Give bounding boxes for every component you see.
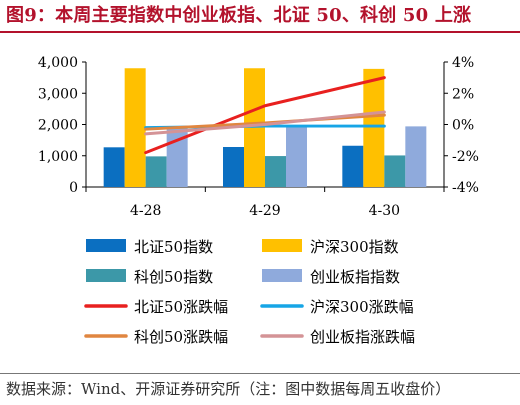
legend-label: 北证50指数 (134, 238, 213, 256)
legend-label: 科创50指数 (134, 268, 213, 286)
y-left-tick-label: 2,000 (38, 118, 78, 134)
bar (342, 145, 364, 187)
source-note: 数据来源：Wind、开源证券研究所（注：图中数据每周五收盘价） (6, 380, 451, 398)
legend-label: 沪深300涨跌幅 (310, 298, 414, 316)
y-right-tick-label: 4% (452, 55, 474, 71)
legend-label: 沪深300指数 (310, 238, 399, 256)
y-right-tick-label: 2% (452, 86, 474, 102)
legend-label: 创业板指指数 (310, 268, 400, 286)
lines-layer (144, 76, 386, 155)
legend-swatch (86, 269, 126, 282)
x-tick-label: 4-29 (249, 203, 280, 219)
bar (265, 156, 286, 187)
figure-title: 图9：本周主要指数中创业板指、北证 50、科创 50 上涨 (6, 5, 472, 26)
y-right-tick-label: 0% (452, 118, 474, 134)
legend-swatch (262, 269, 302, 282)
bar (286, 127, 307, 187)
y-left-tick-label: 1,000 (38, 149, 78, 165)
legend-label: 北证50涨跌幅 (134, 298, 228, 316)
chart: 0 1,000 2,000 3,000 4,000 -4% -2% 0% 2% 4% 4-28 4-2… (38, 55, 479, 346)
legend-swatch (262, 239, 302, 252)
y-left-tick-label: 3,000 (38, 86, 78, 102)
x-tick-label: 4-28 (130, 203, 161, 219)
bars-layer (103, 68, 427, 187)
bar (103, 147, 125, 187)
source-rule (0, 373, 520, 374)
bar (124, 68, 146, 187)
y-right-tick-label: -2% (452, 149, 479, 165)
bar (223, 147, 244, 187)
series-line (144, 110, 386, 136)
legend-label: 创业板指涨跌幅 (310, 328, 415, 346)
bar (363, 68, 385, 187)
bar (405, 126, 427, 187)
series-line (144, 113, 386, 131)
x-tick-label: 4-30 (369, 203, 400, 219)
y-left-tick-label: 4,000 (38, 55, 78, 71)
tick-labels-layer: 0 1,000 2,000 3,000 4,000 -4% -2% 0% 2% 4% 4-28 4-2… (38, 55, 479, 219)
y-left-tick-label: 0 (69, 180, 78, 196)
title-rule (0, 31, 520, 33)
legend-swatch (86, 239, 126, 252)
legend-label: 科创50涨跌幅 (134, 328, 228, 346)
y-right-tick-label: -4% (452, 180, 479, 196)
bar (384, 155, 406, 187)
bar (145, 156, 167, 187)
series-line (144, 76, 386, 155)
